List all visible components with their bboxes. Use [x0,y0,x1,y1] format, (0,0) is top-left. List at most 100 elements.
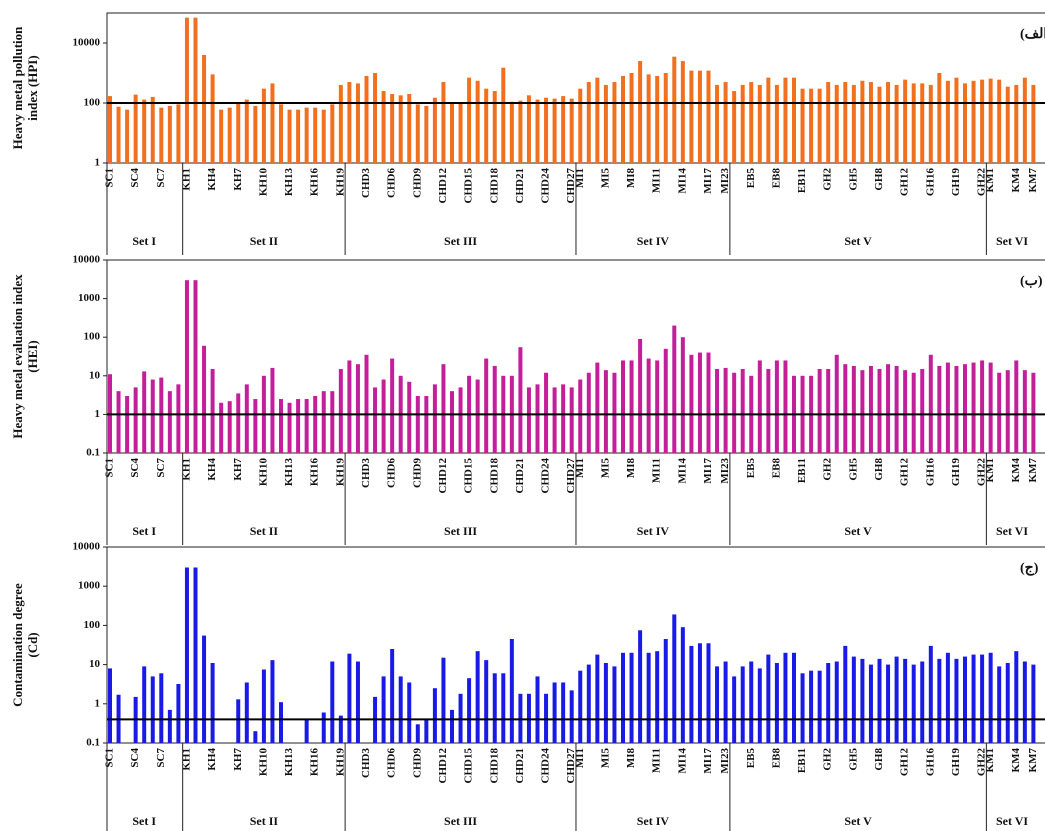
x-tick-label: CHD3 [360,748,372,778]
bar [578,670,583,743]
x-tick-label: KM1 [984,168,996,192]
x-tick-label: MI17 [702,748,714,774]
bar [672,325,677,453]
bar [415,724,420,743]
bar [757,360,762,453]
bar [569,98,574,163]
bar [236,393,241,453]
bar [270,367,275,453]
bar [159,673,164,743]
bar [963,656,967,743]
bar [364,75,369,163]
bar [279,702,283,743]
bar [783,652,788,743]
bar [244,99,249,163]
bar [432,688,437,743]
bar [279,399,283,453]
bar [817,369,822,453]
bar [894,656,899,743]
x-tick-label: KH1 [180,748,192,771]
x-tick-label: SC1 [104,458,116,478]
x-tick-label: GH16 [924,748,936,777]
bar [997,666,1002,743]
bar [612,666,617,743]
bar [424,395,429,453]
x-tick-label: CHD12 [437,458,449,494]
bar [629,360,634,453]
x-tick-label: GH22 [976,458,988,487]
bar [680,61,685,163]
bar [680,627,685,743]
bar [894,84,899,163]
bar [732,676,737,743]
bar [398,95,403,163]
bar [210,369,215,453]
y-axis-label: index (HPI) [25,55,40,120]
bar [373,73,378,163]
x-tick-label: GH12 [899,458,911,487]
bar [843,645,848,743]
bar [672,56,677,163]
y-tick-label: 0.1 [86,737,100,749]
x-tick-label: SC7 [155,168,167,188]
x-tick-label: MI5 [599,458,611,479]
bar [672,614,677,743]
x-tick-label: CHD15 [463,168,475,204]
x-tick-label: CHD24 [540,168,552,204]
bar [150,676,155,743]
bar [424,105,429,163]
bar [261,88,266,163]
bar [261,669,266,743]
x-tick-label: SC4 [129,168,141,188]
bar [364,354,369,453]
bar [125,395,130,453]
bar [971,362,976,453]
bar [937,365,942,453]
x-tick-label: GH5 [847,458,859,481]
bar [732,372,737,453]
group-label: Set II [250,814,279,828]
x-tick-label: CHD24 [540,748,552,784]
y-tick-label: 10000 [73,254,101,266]
bar [843,82,848,163]
x-tick-label: GH12 [899,168,911,197]
bar [638,61,643,163]
x-tick-label: GH12 [899,748,911,777]
bar [851,656,856,743]
x-tick-label: SC1 [104,748,116,768]
bar [279,104,283,163]
bar [236,699,241,743]
bar [287,109,292,163]
bar [886,664,891,743]
x-tick-label: MI5 [599,168,611,189]
x-tick-label: GH8 [873,458,885,481]
bar [1014,360,1019,453]
x-tick-label: GH5 [847,748,859,771]
x-tick-label: CHD18 [488,458,500,494]
x-tick-label: MI8 [625,168,637,189]
bar [586,664,591,743]
y-axis-label: (Cd) [25,632,40,657]
x-tick-label: KH1 [180,458,192,481]
group-label: Set III [444,524,477,538]
bar [757,668,762,743]
plot-frame [106,259,1045,454]
bar [304,107,309,163]
bar [1005,86,1010,163]
bar [142,371,147,453]
bar [347,653,352,743]
bar [911,664,916,743]
x-tick-label: KH13 [283,458,295,487]
x-tick-label: KH4 [206,168,218,191]
x-tick-label: KH16 [309,458,321,487]
bar [826,82,831,163]
bar [492,91,497,163]
x-tick-label: CHD27 [565,458,577,494]
bar [1005,370,1010,453]
bar [484,358,489,453]
x-tick-label: KH10 [257,458,269,487]
bar [569,690,574,743]
bar [150,96,155,163]
bar [1022,77,1027,163]
bar [202,54,207,163]
